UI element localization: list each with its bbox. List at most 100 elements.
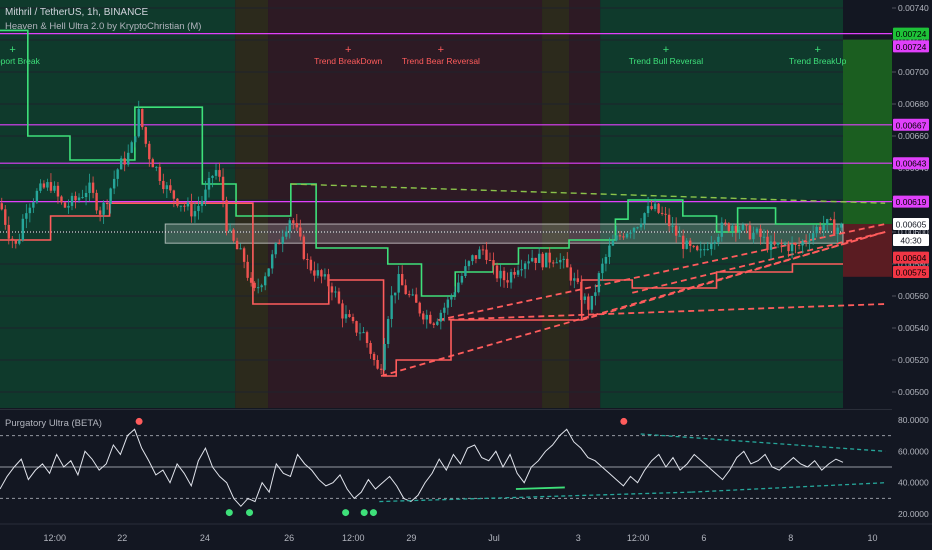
candle-body bbox=[646, 206, 650, 214]
candle-body bbox=[221, 176, 225, 201]
candle-body bbox=[766, 236, 769, 250]
candle-body bbox=[369, 343, 372, 354]
price-badge-label: 0.00643 bbox=[896, 159, 927, 169]
oscillator-title[interactable]: Purgatory Ultra (BETA) bbox=[5, 418, 102, 429]
trend-zones bbox=[0, 0, 892, 408]
candle-body bbox=[681, 235, 685, 249]
candle-body bbox=[608, 245, 611, 257]
candle-body bbox=[790, 243, 794, 252]
candle-body bbox=[183, 205, 186, 207]
candle-body bbox=[53, 185, 56, 191]
candle-body bbox=[362, 332, 365, 334]
candle-body bbox=[685, 240, 688, 249]
candle-body bbox=[144, 127, 147, 144]
trailing-stop-lines bbox=[0, 29, 886, 377]
candle-body bbox=[225, 200, 228, 231]
candle-body bbox=[4, 209, 7, 225]
candle-body bbox=[748, 225, 752, 240]
oscillator-tick-label: 60.0000 bbox=[898, 446, 929, 456]
symbol-title[interactable]: Mithril / TetherUS, 1h, BINANCE bbox=[5, 7, 149, 18]
candle-body bbox=[629, 232, 632, 234]
candle-body bbox=[274, 243, 277, 255]
candle-body bbox=[127, 152, 130, 165]
time-tick-label: 8 bbox=[788, 533, 793, 543]
time-axis[interactable]: 12:00 22 24 26 12:00 29 Jul 3 12:00 6 8 10 bbox=[0, 523, 932, 543]
oscillator-line bbox=[0, 428, 844, 508]
candle-body bbox=[281, 236, 284, 244]
candle-body bbox=[411, 294, 414, 296]
candle-body bbox=[745, 224, 748, 226]
signal-plus-icon: + bbox=[345, 44, 351, 56]
price-axis[interactable]: 0.007400.007200.007000.006800.006600.006… bbox=[892, 3, 929, 397]
buy-marker-icon bbox=[360, 509, 368, 517]
dashed-trend-line bbox=[438, 303, 886, 321]
candle-body bbox=[102, 202, 105, 215]
candle-body bbox=[590, 295, 594, 310]
candle-body bbox=[818, 226, 822, 231]
candle-body bbox=[288, 220, 291, 232]
candle-body bbox=[415, 294, 418, 303]
candle-body bbox=[214, 170, 218, 176]
signal-label: Trend BreakUp bbox=[789, 56, 847, 66]
candle-body bbox=[320, 270, 323, 277]
candle-body bbox=[566, 258, 569, 268]
candle-body bbox=[358, 332, 362, 334]
candle-body bbox=[787, 244, 790, 252]
current-price-band bbox=[164, 223, 844, 244]
candle-body bbox=[794, 243, 797, 245]
candle-body bbox=[506, 280, 509, 283]
candle-body bbox=[783, 244, 787, 246]
candle-body bbox=[429, 314, 432, 324]
candle-body bbox=[77, 197, 81, 201]
candle-body bbox=[597, 273, 601, 293]
buy-marker-icon bbox=[246, 509, 254, 517]
candle-body bbox=[306, 258, 309, 260]
candle-body bbox=[833, 219, 836, 235]
trend-zone bbox=[569, 0, 601, 408]
time-tick-label: 22 bbox=[117, 533, 127, 543]
dashed-trend-line bbox=[438, 223, 886, 321]
candle-body bbox=[49, 182, 53, 191]
candle-body bbox=[179, 205, 183, 207]
candle-body bbox=[158, 166, 162, 181]
candle-body bbox=[197, 205, 200, 212]
candle-body bbox=[46, 182, 49, 188]
candle-body bbox=[657, 203, 660, 213]
candle-body bbox=[327, 274, 330, 287]
candle-body bbox=[109, 188, 112, 205]
candle-body bbox=[204, 189, 207, 201]
price-badge bbox=[893, 157, 929, 170]
candle-body bbox=[309, 259, 313, 271]
candle-body bbox=[74, 195, 77, 201]
candle-body bbox=[400, 274, 404, 286]
price-badge-label: 0.00724 bbox=[896, 42, 927, 52]
candle-body bbox=[422, 313, 425, 320]
signal-label: Trend Bear Reversal bbox=[402, 56, 480, 66]
candle-body bbox=[334, 291, 337, 293]
candle-body bbox=[724, 222, 727, 224]
candle-body bbox=[671, 225, 674, 227]
candle-body bbox=[562, 258, 565, 260]
time-tick-label: 29 bbox=[406, 533, 416, 543]
candle-body bbox=[594, 292, 597, 296]
candle-body bbox=[330, 286, 334, 293]
candle-body bbox=[664, 213, 667, 215]
candle-body bbox=[11, 238, 14, 241]
candle-body bbox=[436, 321, 439, 325]
candle-body bbox=[520, 269, 523, 271]
candle-body bbox=[267, 268, 270, 277]
price-badge-label: 0.00605 bbox=[896, 220, 927, 230]
candle-body bbox=[14, 240, 18, 244]
candle-body bbox=[63, 202, 67, 208]
candle-body bbox=[379, 368, 383, 370]
candle-body bbox=[625, 233, 629, 238]
candle-body bbox=[404, 285, 407, 295]
price-badge-label: 0.00604 bbox=[896, 253, 927, 263]
indicator-title[interactable]: Heaven & Hell Ultra 2.0 by KryptoChristi… bbox=[5, 21, 201, 32]
price-badge bbox=[893, 195, 929, 208]
price-tick-label: 0.00700 bbox=[898, 67, 929, 77]
candle-body bbox=[780, 242, 783, 245]
candle-body bbox=[162, 180, 165, 190]
candle-body bbox=[636, 227, 639, 229]
